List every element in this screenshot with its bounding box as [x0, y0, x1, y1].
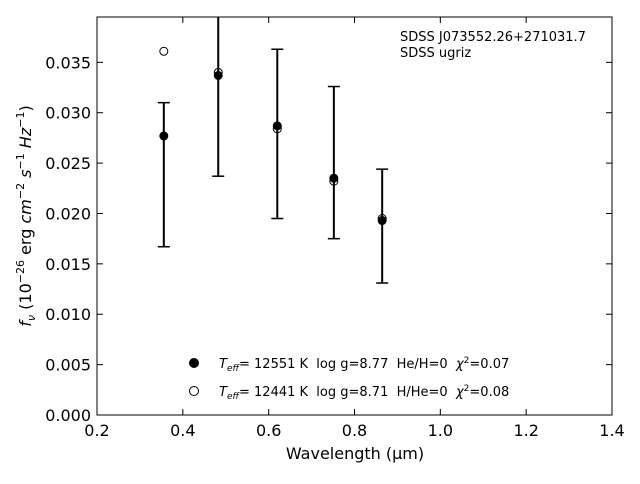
plot-area — [97, 17, 612, 415]
ticks: 0.2 0.4 0.6 0.8 1.0 1.2 1.4 0.000 0.005 0.010 0.01… — [45, 17, 625, 440]
x-tick-label: 0.4 — [170, 421, 195, 440]
annotation-survey: SDSS ugriz — [400, 46, 471, 61]
y-tick-label: 0.035 — [45, 53, 91, 72]
data-markers — [159, 46, 387, 226]
y-tick-label: 0.010 — [45, 305, 91, 324]
legend-marker-filled — [189, 358, 199, 368]
x-tick-label: 0.8 — [342, 421, 367, 440]
y-tick-label: 0.020 — [45, 204, 91, 223]
model-point-filled — [159, 131, 169, 141]
x-tick-label: 1.0 — [428, 421, 453, 440]
x-tick-label: 0.2 — [84, 421, 109, 440]
legend-label-filled: Teff= 12551 K log g=8.77 He/H=0 χ2=0.07 — [219, 356, 509, 374]
y-tick-label: 0.025 — [45, 154, 91, 173]
model-point-filled — [213, 70, 223, 80]
y-tick-label: 0.005 — [45, 356, 91, 375]
x-tick-label: 1.2 — [513, 421, 538, 440]
annotation-object: SDSS J073552.26+271031.7 — [400, 30, 586, 45]
legend-label-open: Teff= 12441 K log g=8.71 H/He=0 χ2=0.08 — [219, 384, 509, 402]
legend: Teff= 12551 K log g=8.77 He/H=0 χ2=0.07 … — [189, 356, 509, 402]
error-bars — [157, 17, 389, 284]
y-tick-label: 0.030 — [45, 104, 91, 123]
plot-frame — [96, 16, 613, 416]
y-axis-label: fν (10−26 erg cm−2 s−1 Hz−1) — [14, 105, 38, 326]
y-tick-label: 0.015 — [45, 255, 91, 274]
x-axis-label: Wavelength (μm) — [286, 444, 424, 463]
legend-marker-open — [189, 386, 199, 396]
model-point-filled — [272, 121, 282, 131]
y-tick-label: 0.000 — [45, 406, 91, 425]
model-point-open — [159, 46, 169, 56]
model-point-filled — [329, 173, 339, 183]
x-tick-label: 0.6 — [256, 421, 281, 440]
x-tick-label: 1.4 — [599, 421, 624, 440]
model-point-filled — [377, 216, 387, 226]
